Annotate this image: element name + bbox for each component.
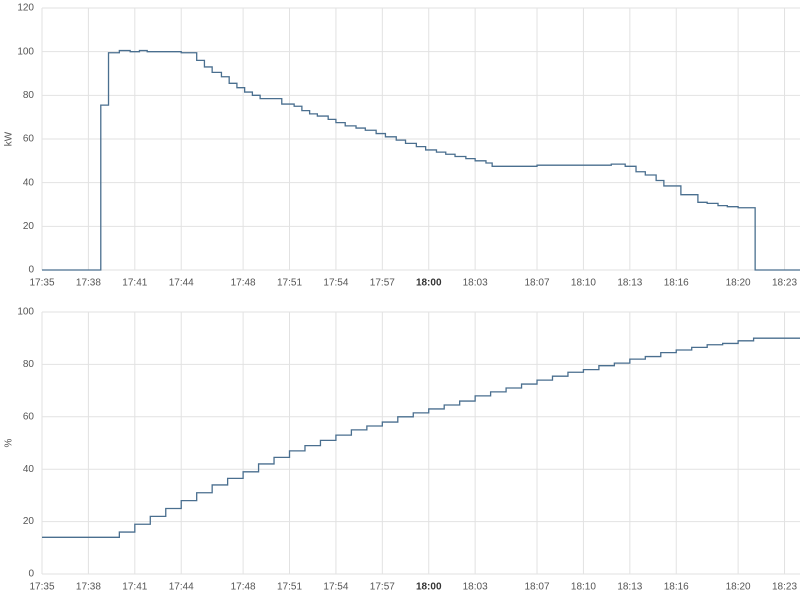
x-tick-label: 18:10 [571,582,596,593]
x-tick-label: 18:20 [726,582,751,593]
x-tick-label: 18:00 [416,278,442,289]
y-axis-title: % [4,438,15,447]
y-axis-title: kW [4,131,15,146]
x-tick-label: 17:54 [323,582,348,593]
y-tick-label: 80 [23,90,35,101]
y-tick-label: 20 [23,221,35,232]
x-tick-label: 17:54 [323,278,348,289]
x-tick-label: 18:16 [664,278,689,289]
x-tick-label: 18:07 [525,278,550,289]
x-tick-label: 18:10 [571,278,596,289]
x-tick-label: 18:13 [617,278,642,289]
x-tick-label: 18:03 [463,582,488,593]
x-tick-label: 18:20 [726,278,751,289]
data-line [42,337,800,538]
y-tick-label: 0 [28,265,34,276]
x-tick-label: 18:23 [772,582,797,593]
x-tick-label: 17:38 [76,582,101,593]
x-tick-label: 18:23 [772,278,797,289]
y-tick-label: 120 [17,3,34,14]
x-tick-label: 17:57 [370,278,395,289]
y-tick-label: 20 [23,516,35,527]
y-tick-label: 60 [23,411,35,422]
x-tick-label: 17:35 [29,582,54,593]
y-tick-label: 0 [28,569,34,580]
x-tick-label: 17:48 [231,278,256,289]
x-tick-label: 17:35 [29,278,54,289]
y-tick-label: 40 [23,464,35,475]
x-tick-label: 18:07 [525,582,550,593]
x-tick-label: 17:48 [231,582,256,593]
y-tick-label: 100 [17,307,34,318]
x-tick-label: 17:44 [169,278,194,289]
x-tick-label: 17:44 [169,582,194,593]
x-tick-label: 17:38 [76,278,101,289]
x-tick-label: 17:41 [122,278,147,289]
x-tick-label: 18:16 [664,582,689,593]
x-tick-label: 18:03 [463,278,488,289]
y-tick-label: 80 [23,359,35,370]
x-tick-label: 17:41 [122,582,147,593]
x-tick-label: 18:13 [617,582,642,593]
y-tick-label: 40 [23,177,35,188]
y-tick-label: 100 [17,46,34,57]
x-tick-label: 17:57 [370,582,395,593]
x-tick-label: 17:51 [277,278,302,289]
x-tick-label: 17:51 [277,582,302,593]
x-tick-label: 18:00 [416,582,442,593]
y-tick-label: 60 [23,134,35,145]
data-line [42,49,800,271]
